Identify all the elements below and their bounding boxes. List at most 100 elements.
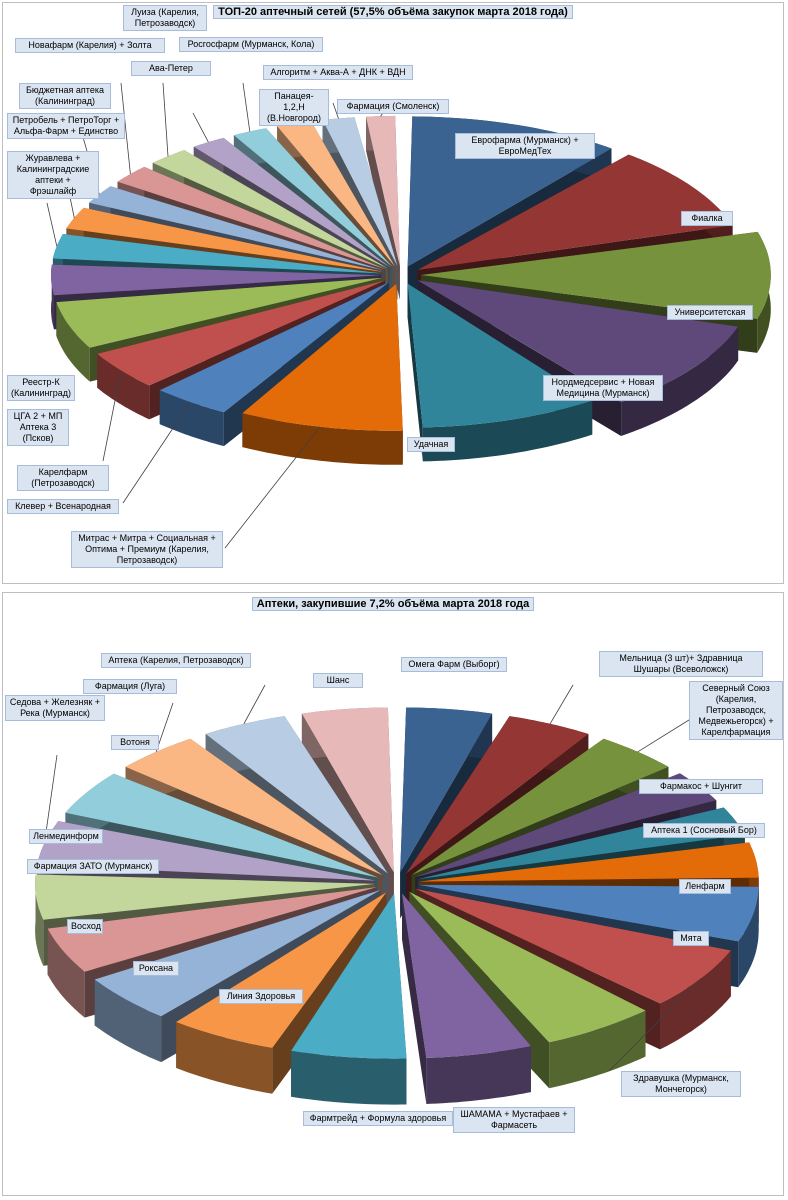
pie-slice-top (402, 893, 531, 1058)
data-label: Фармация (Луга) (83, 679, 177, 694)
data-label: ШАМАМА + Мустафаев + Фармасеть (453, 1107, 575, 1133)
pie-slice-top (277, 121, 395, 267)
data-label: Ленфарм (679, 879, 731, 894)
pie-slice-top (117, 166, 386, 270)
pie-slice-cut (407, 283, 423, 462)
data-label: Фармтрейд + Формула здоровья (303, 1111, 453, 1126)
pie-slice (242, 283, 403, 465)
pie-slice-top (66, 207, 383, 272)
pie-slice-top (417, 280, 739, 402)
pie-slice-side (56, 302, 90, 382)
pie-slice-top (411, 738, 669, 876)
pie-slice-top (415, 888, 731, 1004)
leader-line (224, 426, 321, 549)
leader-line (162, 82, 169, 157)
pie-slice-top (400, 707, 493, 873)
data-label: Еврофарма (Мурманск) + ЕвроМедТех (455, 133, 595, 159)
data-label: Северный Союз (Карелия, Петрозаводск, Ме… (689, 681, 783, 740)
pie-slice-top (65, 773, 379, 878)
leader-line (102, 370, 122, 462)
chart-panel-top20: ТОП-20 аптечный сетей (57,5% объёма заку… (2, 2, 784, 584)
data-label: Вотоня (111, 735, 159, 750)
leader-line (332, 102, 339, 119)
leader-line (242, 82, 251, 132)
chart-title-text: Аптеки, закупившие 7,2% объёма марта 201… (251, 597, 535, 611)
pie-slice-side (94, 979, 162, 1063)
data-label: Ава-Петер (131, 61, 211, 76)
pie-slice-cut (402, 893, 427, 1104)
chart-title: ТОП-20 аптечный сетей (57,5% объёма заку… (3, 5, 783, 19)
chart-panel-small-pharmacies: Аптеки, закупившие 7,2% объёма марта 201… (2, 592, 784, 1196)
data-label: Здравушка (Мурманск, Мончегорск) (621, 1071, 741, 1097)
pie-slice-top (418, 842, 759, 882)
pie-slice-top (35, 874, 376, 920)
pie-slice-top (406, 716, 589, 874)
data-label: Удачная (407, 437, 455, 452)
pie-slice-top (366, 115, 400, 266)
pie-slice (402, 893, 531, 1104)
pie-slice-side (291, 1050, 407, 1105)
pie-slice-top (47, 887, 377, 972)
pie-slice-top (125, 738, 383, 876)
data-label: Омега Фарм (Выборг) (401, 657, 507, 672)
pie-slice-top (418, 884, 759, 942)
pie-slice-top (51, 264, 382, 296)
data-label: Ленмединформ (29, 829, 103, 844)
pie-slice-side (47, 928, 85, 1018)
pie-slice-side (549, 1010, 646, 1089)
leader-line (120, 82, 131, 175)
pie-slice-top (89, 186, 384, 271)
data-label: Росгосфарм (Мурманск, Кола) (179, 37, 323, 52)
data-label: Линия Здоровья (219, 989, 303, 1004)
pie-slice-side (422, 400, 593, 462)
data-label: Фармакос + Шунгит (639, 779, 763, 794)
pie-slice-side (621, 326, 739, 436)
data-label: Мельница (3 шт)+ Здравница Шушары (Всево… (599, 651, 763, 677)
pie-slice-top (52, 234, 382, 274)
pie-chart-small-pharmacies (35, 684, 759, 1105)
pie-slice-side (660, 950, 731, 1050)
pie-slice-side (738, 886, 759, 988)
pie-slice-side (242, 413, 403, 465)
leader-line (192, 112, 209, 143)
pie-slice-top (176, 892, 387, 1048)
pie-slice-top (94, 890, 381, 1017)
pie-slice-top (322, 117, 398, 267)
pie-slice-side (97, 353, 150, 420)
data-label: Седова + Железняк + Река (Мурманск) (5, 695, 105, 721)
pie-slice-top (233, 128, 393, 267)
data-label: Аптека (Карелия, Петрозаводск) (101, 653, 251, 668)
data-label: Шанс (313, 673, 363, 688)
data-label: Роксана (133, 961, 179, 976)
pie-slice-top (291, 893, 407, 1059)
pie-chart-top20 (46, 82, 771, 549)
chart-title-text: ТОП-20 аптечный сетей (57,5% объёма заку… (213, 5, 573, 19)
pie-slice-side (35, 874, 44, 966)
data-label: Фармация ЗАТО (Мурманск) (27, 859, 159, 874)
data-label: Журавлева + Калининградские аптеки + Фрэ… (7, 151, 99, 199)
pie-slice-top (56, 277, 383, 348)
data-label: Карелфарм (Петрозаводск) (17, 465, 109, 491)
pie-slice-top (205, 716, 388, 874)
data-label: Петробель + ПетроТорг + Альфа-Фарм + Еди… (7, 113, 125, 139)
pie-slice-top (97, 280, 385, 386)
data-label: Фиалка (681, 211, 733, 226)
pie-slice-top (159, 282, 389, 413)
leader-line (243, 684, 266, 724)
leader-line (44, 754, 58, 843)
pie-slice-top (420, 231, 771, 319)
data-label: Панацея- 1,2,Н (В.Новгород) (259, 89, 329, 126)
pie-slice-top (152, 150, 388, 269)
pie-slice-top (417, 154, 733, 270)
data-label: Аптека 1 (Сосновый Бор) (643, 823, 765, 838)
pie-slice-top (415, 773, 717, 878)
leader-line (122, 401, 191, 504)
data-label: Клевер + Всенародная (7, 499, 119, 514)
data-label: Университетская (667, 305, 753, 320)
pie-slice-top (242, 283, 403, 431)
data-label: Нордмедсервис + Новая Медицина (Мурманск… (543, 375, 663, 401)
data-label: Луиза (Карелия, Петрозаводск) (123, 5, 207, 31)
leader-line (637, 714, 698, 753)
data-label: Митрас + Митра + Социальная + Оптима + П… (71, 531, 223, 568)
leader-line (155, 702, 174, 752)
